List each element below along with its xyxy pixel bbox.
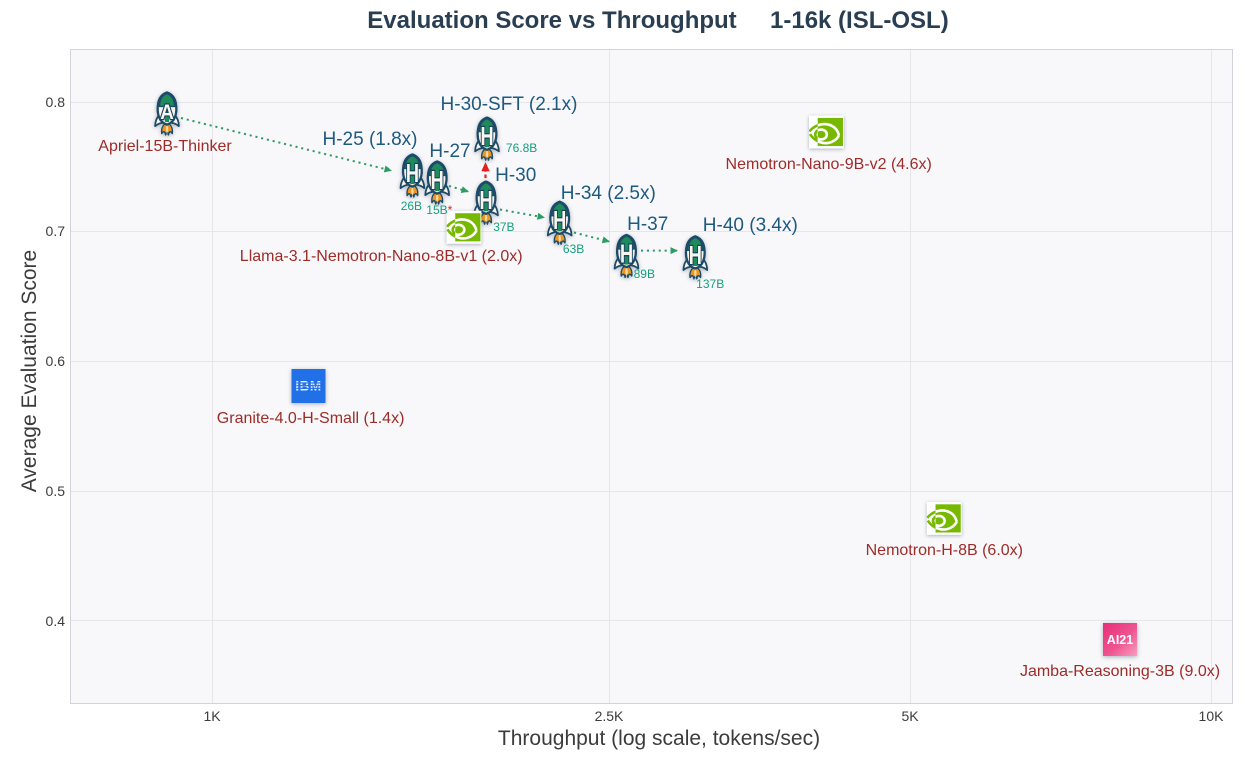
- svg-text:H: H: [553, 205, 566, 235]
- svg-text:AI21: AI21: [1107, 633, 1133, 647]
- svg-text:H: H: [431, 165, 444, 195]
- svg-text:H: H: [479, 185, 492, 215]
- svg-text:H: H: [406, 158, 419, 188]
- svg-text:A: A: [160, 101, 174, 124]
- svg-text:H: H: [689, 240, 702, 270]
- svg-text:H: H: [480, 121, 493, 151]
- svg-text:H: H: [620, 238, 633, 268]
